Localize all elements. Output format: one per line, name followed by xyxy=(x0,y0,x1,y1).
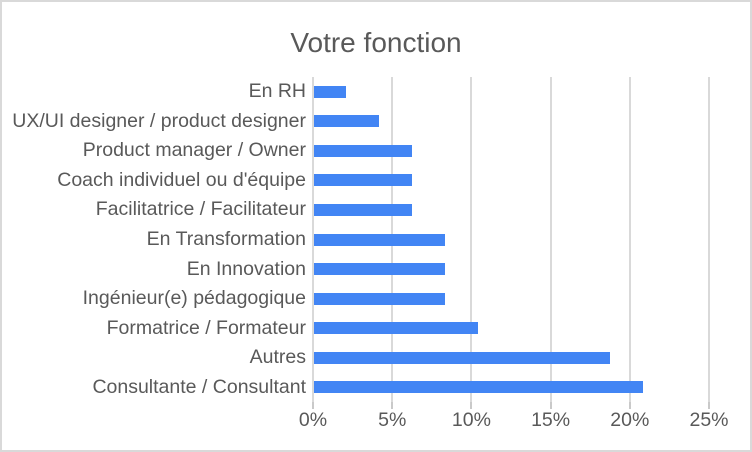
category-label: Facilitatrice / Facilitateur xyxy=(95,198,306,221)
x-tick-label: 5% xyxy=(378,409,407,431)
chart-title: Votre fonction xyxy=(290,27,462,58)
x-axis-tick xyxy=(312,402,314,409)
category-label: Ingénieur(e) pédagogique xyxy=(82,287,306,310)
gridline xyxy=(628,77,631,402)
x-tick-label: 15% xyxy=(531,409,571,431)
bar-1 xyxy=(314,85,346,98)
x-axis-tick xyxy=(708,402,710,409)
bar-8 xyxy=(314,292,445,305)
gridline xyxy=(708,77,710,402)
category-label: UX/UI designer / product designer xyxy=(12,109,306,132)
category-label: En RH xyxy=(248,80,306,103)
category-label: Formatrice / Formateur xyxy=(106,316,306,339)
category-label: Product manager / Owner xyxy=(82,139,306,162)
x-axis-tick xyxy=(470,402,473,409)
x-tick-label: 20% xyxy=(610,409,650,431)
category-label: En Transformation xyxy=(146,227,306,250)
x-tick-label: 25% xyxy=(689,409,729,431)
gridline xyxy=(470,77,473,402)
x-tick-label: 10% xyxy=(451,409,491,431)
x-tick-label: 0% xyxy=(298,409,328,431)
bar-11 xyxy=(314,381,643,394)
bar-5 xyxy=(314,203,412,216)
x-axis-tick xyxy=(391,402,394,409)
bar-7 xyxy=(314,263,445,276)
x-axis-tick xyxy=(549,402,552,409)
bar-6 xyxy=(314,233,445,246)
gridline xyxy=(549,77,552,402)
bar-3 xyxy=(314,144,412,157)
category-label: En Innovation xyxy=(186,257,306,280)
bar-4 xyxy=(314,174,412,187)
bar-10 xyxy=(314,351,610,364)
gridline xyxy=(312,77,314,402)
category-label: Coach individuel ou d'équipe xyxy=(57,168,306,191)
bar-2 xyxy=(314,115,380,128)
category-label: Autres xyxy=(249,346,306,369)
x-axis-tick xyxy=(628,402,631,409)
bar-9 xyxy=(314,322,479,335)
category-label: Consultante / Consultant xyxy=(92,375,306,398)
